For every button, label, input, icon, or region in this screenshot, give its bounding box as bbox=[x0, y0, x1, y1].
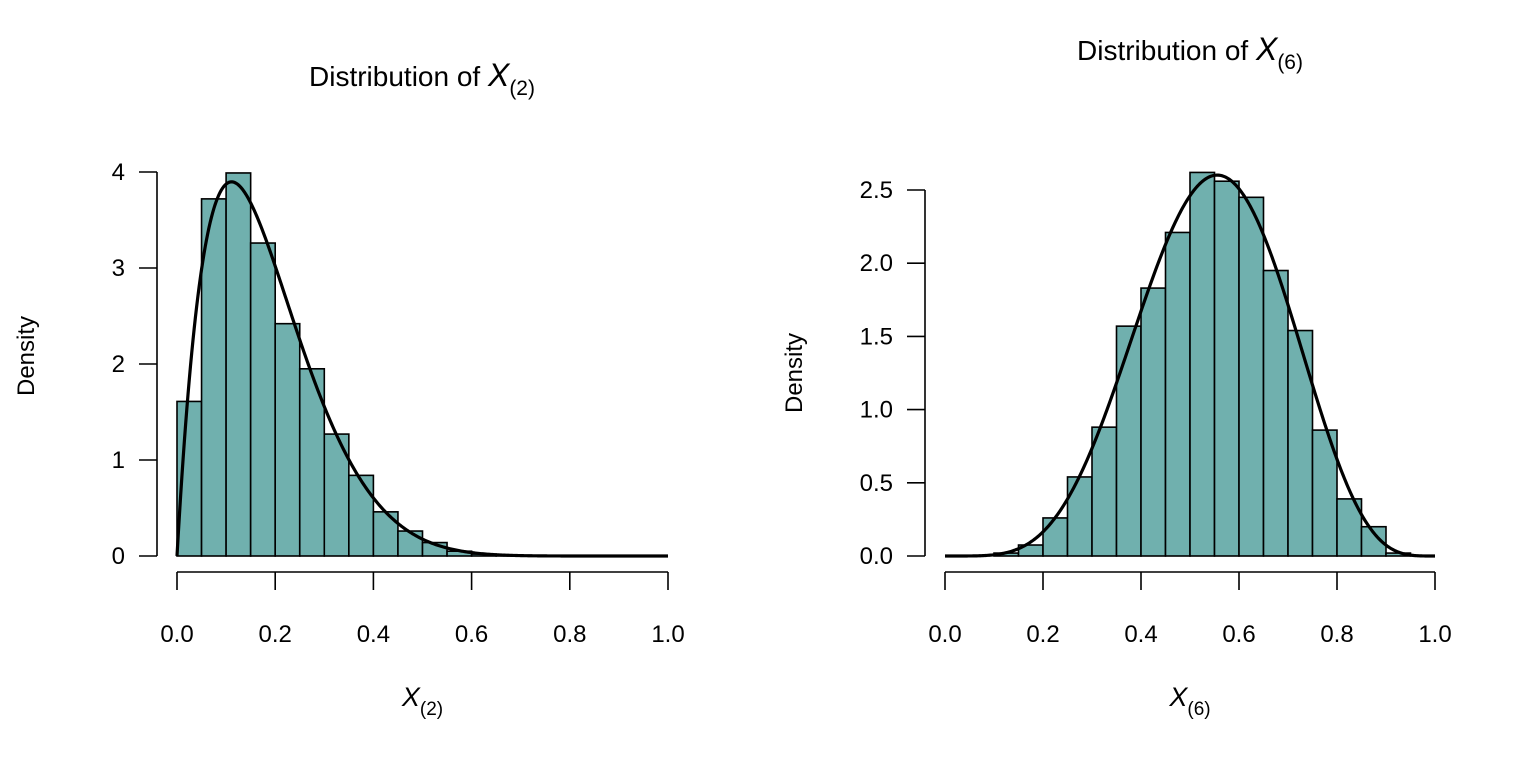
x-tick-label: 1.0 bbox=[1418, 621, 1451, 648]
x-axis-subscript: (6) bbox=[1187, 699, 1210, 720]
y-tick-label: 2.5 bbox=[860, 177, 893, 204]
histogram-bar bbox=[249, 242, 276, 557]
x-axis-title: X(6) bbox=[1168, 682, 1210, 720]
x-tick-label: 0.0 bbox=[928, 621, 961, 648]
histogram-bar bbox=[1164, 231, 1191, 557]
histogram-bar bbox=[1262, 269, 1289, 557]
y-tick-label: 1 bbox=[112, 447, 125, 474]
x-tick-label: 0.6 bbox=[455, 621, 488, 648]
y-tick-label: 4 bbox=[112, 159, 125, 186]
title-prefix: Distribution of bbox=[309, 61, 488, 92]
x-axis-symbol: X bbox=[1168, 682, 1188, 712]
histogram-bar bbox=[1115, 325, 1142, 557]
y-tick-label: 0.0 bbox=[860, 543, 893, 570]
title-symbol: X bbox=[487, 57, 511, 93]
x-tick-label: 0.6 bbox=[1222, 621, 1255, 648]
histogram-bar bbox=[1042, 517, 1069, 557]
histogram-bar bbox=[397, 530, 424, 557]
title-subscript: (6) bbox=[1277, 51, 1303, 74]
histogram-bar bbox=[1091, 426, 1118, 557]
x-tick-label: 0.8 bbox=[1320, 621, 1353, 648]
histogram-bar bbox=[1213, 180, 1240, 557]
chart-title: Distribution of X(2) bbox=[309, 57, 535, 100]
density-curve bbox=[175, 180, 668, 558]
histogram-bar bbox=[200, 198, 227, 557]
y-tick-label: 1.0 bbox=[860, 397, 893, 424]
title-subscript: (2) bbox=[509, 77, 535, 100]
y-tick-label: 0 bbox=[112, 543, 125, 570]
y-tick-label: 2 bbox=[112, 351, 125, 378]
histogram-bar bbox=[1287, 329, 1314, 557]
x-tick-label: 1.0 bbox=[651, 621, 684, 648]
histogram-bar bbox=[225, 172, 252, 557]
histogram-bar bbox=[1238, 196, 1265, 557]
title-symbol: X bbox=[1255, 31, 1279, 67]
y-axis-title: Density bbox=[13, 316, 40, 396]
y-tick-label: 0.5 bbox=[860, 470, 893, 497]
x-tick-label: 0.8 bbox=[553, 621, 586, 648]
y-tick-label: 1.5 bbox=[860, 323, 893, 350]
x-tick-label: 0.0 bbox=[160, 621, 193, 648]
histogram-bar bbox=[1140, 287, 1167, 557]
x-axis-symbol: X bbox=[401, 682, 421, 712]
histogram-bar bbox=[348, 474, 375, 557]
y-axis-title: Density bbox=[781, 333, 808, 413]
histogram-bar bbox=[1189, 171, 1216, 557]
x-tick-label: 0.4 bbox=[357, 621, 390, 648]
title-prefix: Distribution of bbox=[1077, 35, 1256, 66]
x-tick-label: 0.2 bbox=[1026, 621, 1059, 648]
y-tick-label: 3 bbox=[112, 255, 125, 282]
panel-2: 0.0 0.5 1.0 1.5 2.0 2.5 0.0 0.2 0.4 0.6 0.8 1.0 Dist… bbox=[781, 31, 1452, 720]
panel-1: 0 1 2 3 4 0.0 0.2 0.4 0.6 0.8 1.0 Distribution of X… bbox=[13, 57, 685, 720]
x-axis-title: X(2) bbox=[401, 682, 443, 720]
x-tick-label: 0.4 bbox=[1124, 621, 1157, 648]
density-curve bbox=[945, 173, 1435, 558]
y-tick-label: 2.0 bbox=[860, 250, 893, 277]
x-tick-label: 0.2 bbox=[259, 621, 292, 648]
histogram-bar bbox=[274, 322, 301, 557]
chart-title: Distribution of X(6) bbox=[1077, 31, 1303, 74]
x-axis-subscript: (2) bbox=[420, 699, 443, 720]
histogram-bar bbox=[1066, 476, 1093, 557]
